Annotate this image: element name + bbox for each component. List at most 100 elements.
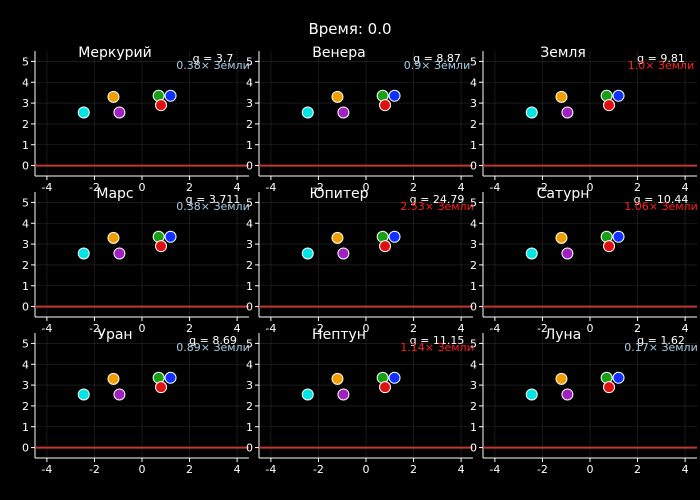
y-tick-label: 2 bbox=[22, 259, 29, 272]
x-tick-label: -4 bbox=[265, 322, 276, 335]
y-tick-label: 2 bbox=[246, 400, 253, 413]
y-tick-label: 1 bbox=[246, 280, 253, 293]
x-tick-label: 0 bbox=[139, 463, 146, 476]
y-tick-label: 4 bbox=[246, 217, 253, 230]
panel-title: Меркурий bbox=[78, 45, 151, 61]
ball-point bbox=[164, 230, 177, 243]
x-tick-label: 2 bbox=[186, 322, 193, 335]
y-tick-label: 5 bbox=[22, 337, 29, 350]
gravity-ratio-label: 1.14× Земли bbox=[400, 341, 474, 354]
ball-point bbox=[555, 231, 568, 244]
x-tick-label: 2 bbox=[410, 322, 417, 335]
ball-point bbox=[525, 106, 538, 119]
gravity-label: g = 3.711 bbox=[186, 193, 241, 206]
y-tick-label: 1 bbox=[22, 139, 29, 152]
ball-point bbox=[301, 247, 314, 260]
ball-point bbox=[388, 89, 401, 102]
ball-point bbox=[107, 372, 120, 385]
panel-6: -4 -2 0 2 4 0 1 2 3 4 5 Сатурн g = 10.441.06× Земли bbox=[470, 186, 698, 335]
y-tick-label: 4 bbox=[470, 358, 477, 371]
x-tick-label: 2 bbox=[634, 181, 641, 194]
gravity-ratio-label: 2.53× Земли bbox=[400, 200, 474, 213]
panel-title: Уран bbox=[97, 327, 132, 343]
ball-point bbox=[164, 89, 177, 102]
ball-point bbox=[337, 247, 350, 260]
gravity-ratio-label: 0.38× Земли bbox=[176, 59, 250, 72]
ball-point bbox=[337, 106, 350, 119]
gravity-ratio-label: 1.0× Земли bbox=[628, 59, 695, 72]
y-tick-label: 0 bbox=[470, 160, 477, 173]
ball-point bbox=[113, 388, 126, 401]
x-tick-label: 0 bbox=[363, 463, 370, 476]
y-tick-label: 4 bbox=[22, 217, 29, 230]
gravity-label: g = 1.62 bbox=[637, 334, 685, 347]
y-tick-label: 2 bbox=[22, 400, 29, 413]
ball-point bbox=[603, 381, 616, 394]
y-tick-label: 3 bbox=[246, 238, 253, 251]
x-tick-label: 4 bbox=[458, 463, 465, 476]
gravity-label: g = 3.7 bbox=[193, 52, 234, 65]
panel-title: Луна bbox=[545, 327, 582, 343]
panel-9: -4 -2 0 2 4 0 1 2 3 4 5 Луна g = 1.620.17× Земли bbox=[470, 327, 698, 476]
x-tick-label: 0 bbox=[139, 322, 146, 335]
y-tick-label: 1 bbox=[246, 139, 253, 152]
y-tick-label: 5 bbox=[22, 196, 29, 209]
x-tick-label: -2 bbox=[537, 322, 548, 335]
ball-point bbox=[337, 388, 350, 401]
x-tick-label: 4 bbox=[458, 322, 465, 335]
x-tick-label: 0 bbox=[139, 181, 146, 194]
ball-point bbox=[561, 247, 574, 260]
gravity-ratio-label: 0.89× Земли bbox=[176, 341, 250, 354]
ball-point bbox=[525, 388, 538, 401]
y-tick-label: 0 bbox=[22, 442, 29, 455]
ball-point bbox=[525, 247, 538, 260]
x-tick-label: -2 bbox=[537, 463, 548, 476]
y-tick-label: 0 bbox=[22, 301, 29, 314]
x-tick-label: -4 bbox=[41, 322, 52, 335]
x-tick-label: -2 bbox=[89, 322, 100, 335]
x-tick-label: 4 bbox=[682, 181, 689, 194]
x-tick-label: 4 bbox=[682, 463, 689, 476]
y-tick-label: 0 bbox=[246, 301, 253, 314]
y-tick-label: 4 bbox=[22, 358, 29, 371]
y-tick-label: 3 bbox=[246, 379, 253, 392]
y-tick-label: 5 bbox=[246, 196, 253, 209]
y-tick-label: 1 bbox=[470, 421, 477, 434]
x-tick-label: 2 bbox=[410, 181, 417, 194]
x-tick-label: 2 bbox=[410, 463, 417, 476]
y-tick-label: 5 bbox=[470, 337, 477, 350]
gravity-label: g = 24.79 bbox=[410, 193, 465, 206]
y-tick-label: 5 bbox=[470, 196, 477, 209]
gravity-ratio-label: 1.06× Земли bbox=[624, 200, 698, 213]
figure-title: Время: 0.0 bbox=[308, 20, 392, 38]
y-tick-label: 0 bbox=[246, 442, 253, 455]
y-tick-label: 3 bbox=[470, 379, 477, 392]
y-tick-label: 0 bbox=[470, 442, 477, 455]
x-tick-label: 2 bbox=[186, 181, 193, 194]
y-tick-label: 4 bbox=[22, 76, 29, 89]
y-tick-label: 1 bbox=[22, 280, 29, 293]
ball-point bbox=[603, 99, 616, 112]
x-tick-label: 2 bbox=[634, 322, 641, 335]
ball-point bbox=[301, 106, 314, 119]
ball-point bbox=[155, 381, 168, 394]
ball-point bbox=[331, 90, 344, 103]
y-tick-label: 5 bbox=[246, 55, 253, 68]
x-tick-label: -4 bbox=[489, 322, 500, 335]
ball-point bbox=[77, 106, 90, 119]
gravity-ratio-label: 0.38× Земли bbox=[176, 200, 250, 213]
x-tick-label: -2 bbox=[313, 463, 324, 476]
y-tick-label: 0 bbox=[246, 160, 253, 173]
panel-2: -4 -2 0 2 4 0 1 2 3 4 5 Венера g = 8.870.9× Земли bbox=[246, 45, 473, 194]
x-tick-label: 4 bbox=[458, 181, 465, 194]
x-tick-label: 2 bbox=[634, 463, 641, 476]
y-tick-label: 2 bbox=[470, 259, 477, 272]
x-tick-label: -2 bbox=[313, 181, 324, 194]
y-tick-label: 0 bbox=[22, 160, 29, 173]
ball-point bbox=[561, 388, 574, 401]
x-tick-label: -4 bbox=[489, 463, 500, 476]
ball-point bbox=[388, 371, 401, 384]
